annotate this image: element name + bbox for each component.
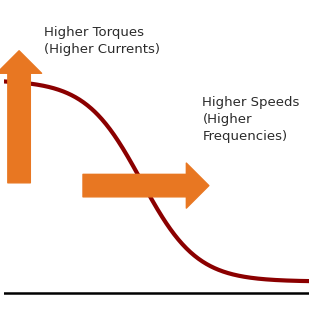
Text: Higher Torques
(Higher Currents): Higher Torques (Higher Currents)	[44, 26, 160, 56]
Text: Higher Speeds
(Higher
Frequencies): Higher Speeds (Higher Frequencies)	[203, 96, 300, 143]
